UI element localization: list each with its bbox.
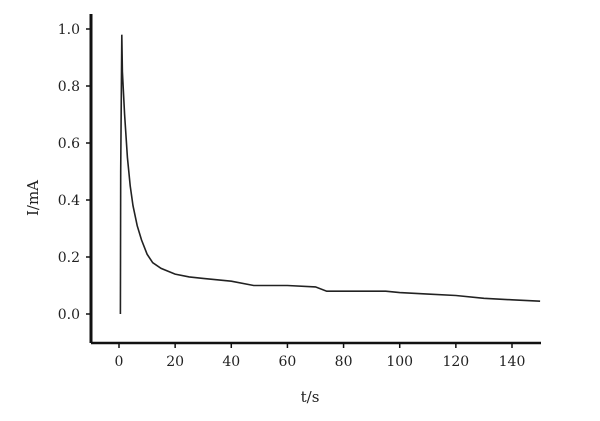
y-tick-label: 0.6 [58,136,80,152]
y-tick-label: 0.0 [58,307,80,323]
x-tick-label: 120 [442,354,469,370]
series-line [119,34,541,315]
y-axis-label: I/mA [24,180,42,216]
x-axis-label: t/s [301,388,320,406]
y-axis-ticks: 0.0 0.2 0.4 0.6 0.8 1.0 [58,22,91,323]
y-tick-label: 0.4 [58,193,80,209]
x-tick-label: 80 [335,354,353,370]
x-axis-ticks: 0 20 40 60 80 100 120 140 [115,343,526,370]
x-tick-label: 0 [115,354,124,370]
x-tick-label: 40 [222,354,240,370]
x-tick-label: 60 [279,354,297,370]
y-tick-label: 0.2 [58,250,80,266]
y-tick-label: 0.8 [58,79,80,95]
x-tick-label: 140 [499,354,526,370]
y-tick-label: 1.0 [58,22,80,38]
x-tick-label: 100 [386,354,413,370]
x-tick-label: 20 [166,354,184,370]
